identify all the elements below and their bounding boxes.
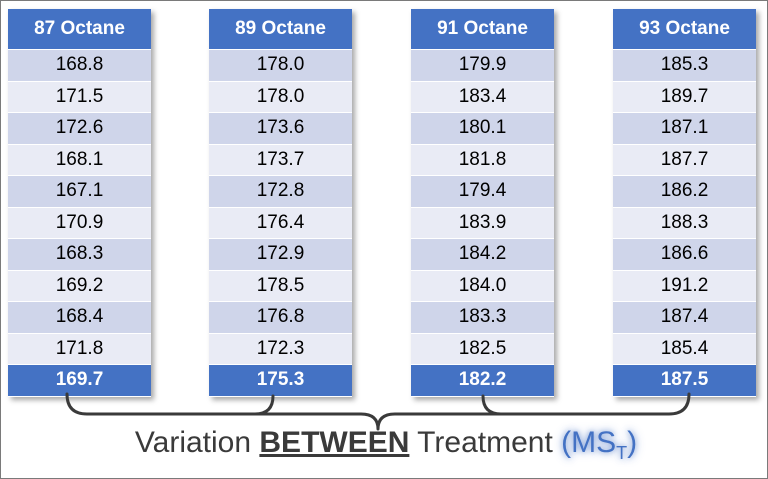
value-cell: 185.3 [613,50,756,82]
value-cell: 187.4 [613,302,756,334]
value-cell: 172.6 [8,113,151,145]
value-cell: 172.9 [209,239,352,271]
ms-subscript: T [616,443,628,463]
value-cell: 170.9 [8,207,151,239]
value-cell: 189.7 [613,81,756,113]
column-header: 93 Octane [613,9,756,50]
value-cell: 184.0 [411,270,554,302]
mean-cell: 175.3 [209,365,352,397]
value-cell: 183.4 [411,81,554,113]
value-cell: 186.6 [613,239,756,271]
value-cell: 168.4 [8,302,151,334]
value-cell: 176.8 [209,302,352,334]
value-cell: 168.8 [8,50,151,82]
column-header: 87 Octane [8,9,151,50]
mean-cell: 169.7 [8,365,151,397]
value-cell: 183.3 [411,302,554,334]
value-cell: 187.7 [613,144,756,176]
mean-cell: 182.2 [411,365,554,397]
value-cell: 184.2 [411,239,554,271]
value-cell: 172.3 [209,333,352,365]
value-cell: 169.2 [8,270,151,302]
value-cell: 180.1 [411,113,554,145]
value-cell: 188.3 [613,207,756,239]
value-cell: 186.2 [613,176,756,208]
value-cell: 172.8 [209,176,352,208]
value-cell: 171.8 [8,333,151,365]
brace-tick-89 [253,394,275,416]
paren-close: ) [627,426,638,459]
value-cell: 173.7 [209,144,352,176]
ms-text: MS [571,426,617,459]
paren-open: ( [561,426,572,459]
column-93-octane: 93 Octane 185.3 189.7 187.1 187.7 186.2 … [613,9,756,397]
column-91-octane: 91 Octane 179.9 183.4 180.1 181.8 179.4 … [411,9,554,397]
value-cell: 185.4 [613,333,756,365]
caption-prefix: Variation [134,426,260,459]
value-cell: 173.6 [209,113,352,145]
value-cell: 176.4 [209,207,352,239]
value-cell: 167.1 [8,176,151,208]
value-cell: 179.9 [411,50,554,82]
brace-tick-91 [481,394,503,416]
value-cell: 168.1 [8,144,151,176]
mean-cell: 187.5 [613,365,756,397]
value-cell: 183.9 [411,207,554,239]
column-89-octane: 89 Octane 178.0 178.0 173.6 173.7 172.8 … [209,9,352,397]
caption-middle: Treatment [409,426,562,459]
value-cell: 171.5 [8,81,151,113]
value-cell: 178.0 [209,81,352,113]
value-cell: 191.2 [613,270,756,302]
value-cell: 182.5 [411,333,554,365]
value-cell: 187.1 [613,113,756,145]
caption: Variation BETWEEN Treatment (MST) [121,426,651,464]
column-87-octane: 87 Octane 168.8 171.5 172.6 168.1 167.1 … [8,9,151,397]
value-cell: 178.5 [209,270,352,302]
caption-emphasis: BETWEEN [259,426,410,459]
brace-path [65,392,691,431]
column-header: 91 Octane [411,9,554,50]
value-cell: 181.8 [411,144,554,176]
value-cell: 178.0 [209,50,352,82]
column-header: 89 Octane [209,9,352,50]
value-cell: 168.3 [8,239,151,271]
value-cell: 179.4 [411,176,554,208]
mean-square-label: (MST) [561,426,638,463]
